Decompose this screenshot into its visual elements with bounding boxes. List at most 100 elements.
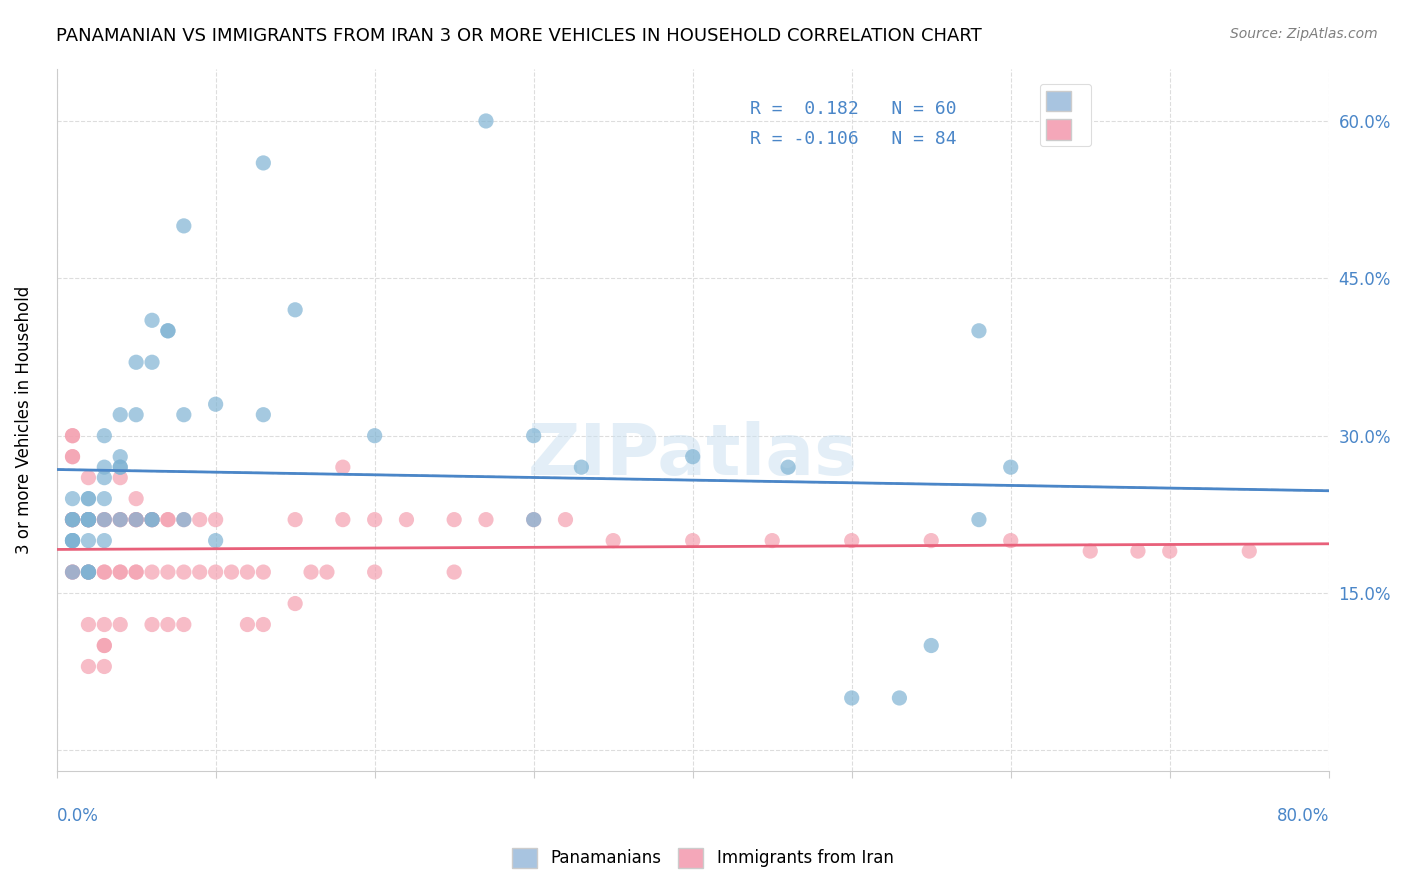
Point bbox=[156, 565, 179, 579]
Point bbox=[141, 565, 163, 579]
Point bbox=[77, 513, 100, 527]
Point bbox=[62, 513, 84, 527]
Point bbox=[125, 491, 148, 506]
Point bbox=[141, 513, 163, 527]
Point bbox=[110, 470, 132, 484]
Point bbox=[125, 565, 148, 579]
Text: PANAMANIAN VS IMMIGRANTS FROM IRAN 3 OR MORE VEHICLES IN HOUSEHOLD CORRELATION C: PANAMANIAN VS IMMIGRANTS FROM IRAN 3 OR … bbox=[56, 27, 981, 45]
Point bbox=[125, 513, 148, 527]
Point bbox=[110, 460, 132, 475]
Point bbox=[93, 491, 115, 506]
Point bbox=[761, 533, 783, 548]
Point bbox=[62, 533, 84, 548]
Point bbox=[236, 617, 259, 632]
Point bbox=[125, 513, 148, 527]
Point bbox=[156, 513, 179, 527]
Point bbox=[77, 513, 100, 527]
Point bbox=[173, 617, 195, 632]
Point bbox=[523, 513, 546, 527]
Text: 80.0%: 80.0% bbox=[1277, 806, 1329, 824]
Point bbox=[77, 491, 100, 506]
Point bbox=[299, 565, 322, 579]
Point bbox=[125, 408, 148, 422]
Point bbox=[475, 513, 498, 527]
Point bbox=[841, 533, 863, 548]
Point bbox=[110, 450, 132, 464]
Point bbox=[110, 617, 132, 632]
Point bbox=[110, 565, 132, 579]
Point bbox=[110, 513, 132, 527]
Point bbox=[1126, 544, 1149, 558]
Point bbox=[125, 513, 148, 527]
Point bbox=[363, 565, 385, 579]
Text: Source: ZipAtlas.com: Source: ZipAtlas.com bbox=[1230, 27, 1378, 41]
Point bbox=[62, 565, 84, 579]
Legend: Panamanians, Immigrants from Iran: Panamanians, Immigrants from Iran bbox=[506, 841, 900, 875]
Point bbox=[93, 617, 115, 632]
Point bbox=[188, 513, 211, 527]
Point bbox=[252, 565, 274, 579]
Point bbox=[93, 639, 115, 653]
Point bbox=[77, 565, 100, 579]
Point bbox=[141, 617, 163, 632]
Point bbox=[62, 513, 84, 527]
Point bbox=[284, 513, 307, 527]
Point bbox=[523, 513, 546, 527]
Point bbox=[1000, 460, 1022, 475]
Point bbox=[62, 491, 84, 506]
Point bbox=[62, 513, 84, 527]
Point bbox=[93, 513, 115, 527]
Point bbox=[778, 460, 800, 475]
Point bbox=[156, 324, 179, 338]
Point bbox=[125, 565, 148, 579]
Point bbox=[77, 565, 100, 579]
Point bbox=[141, 513, 163, 527]
Point bbox=[93, 513, 115, 527]
Point bbox=[77, 513, 100, 527]
Text: R = -0.106   N = 84: R = -0.106 N = 84 bbox=[749, 130, 956, 148]
Point bbox=[77, 513, 100, 527]
Point bbox=[363, 428, 385, 442]
Point bbox=[77, 565, 100, 579]
Point bbox=[475, 114, 498, 128]
Point bbox=[173, 513, 195, 527]
Point bbox=[156, 617, 179, 632]
Point bbox=[93, 470, 115, 484]
Point bbox=[93, 533, 115, 548]
Point bbox=[77, 470, 100, 484]
Point bbox=[204, 397, 226, 411]
Point bbox=[156, 324, 179, 338]
Point bbox=[93, 565, 115, 579]
Point bbox=[141, 513, 163, 527]
Point bbox=[141, 355, 163, 369]
Point bbox=[62, 513, 84, 527]
Y-axis label: 3 or more Vehicles in Household: 3 or more Vehicles in Household bbox=[15, 285, 32, 554]
Point bbox=[682, 450, 704, 464]
Point bbox=[443, 513, 465, 527]
Point bbox=[920, 639, 942, 653]
Point bbox=[173, 219, 195, 233]
Point bbox=[173, 408, 195, 422]
Point bbox=[62, 533, 84, 548]
Point bbox=[569, 460, 592, 475]
Point bbox=[443, 565, 465, 579]
Point bbox=[77, 659, 100, 673]
Point bbox=[602, 533, 624, 548]
Point bbox=[173, 565, 195, 579]
Point bbox=[523, 428, 546, 442]
Point bbox=[395, 513, 418, 527]
Point bbox=[62, 450, 84, 464]
Point bbox=[125, 513, 148, 527]
Point bbox=[284, 597, 307, 611]
Point bbox=[682, 533, 704, 548]
Point bbox=[110, 513, 132, 527]
Point bbox=[62, 565, 84, 579]
Legend: , : , bbox=[1040, 84, 1091, 146]
Point bbox=[316, 565, 339, 579]
Point bbox=[62, 565, 84, 579]
Point bbox=[77, 513, 100, 527]
Point bbox=[110, 513, 132, 527]
Point bbox=[1078, 544, 1101, 558]
Text: 0.0%: 0.0% bbox=[56, 806, 98, 824]
Point bbox=[77, 491, 100, 506]
